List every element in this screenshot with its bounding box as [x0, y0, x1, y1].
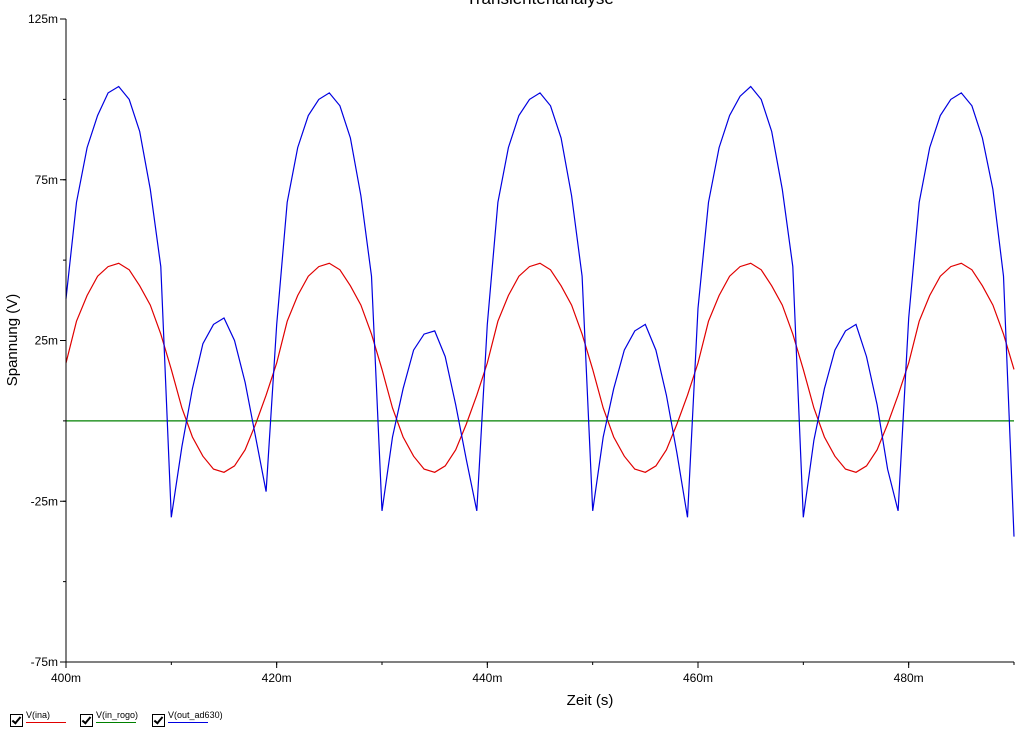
legend-item-2[interactable]: V(out_ad630) [152, 710, 223, 727]
x-tick-label: 480m [894, 671, 924, 685]
x-tick-label: 400m [51, 671, 81, 685]
y-tick-label: 25m [35, 334, 58, 348]
legend-entry: V(out_ad630) [168, 710, 223, 723]
legend-checkbox[interactable] [10, 714, 23, 727]
series-line-2 [65, 85, 1015, 537]
x-axis-title: Zeit (s) [567, 692, 614, 709]
series-line-0 [65, 262, 1015, 473]
x-tick-label: 440m [472, 671, 502, 685]
axes: 125m 75m 25m -25m -75m 400m 420m 440m 460m 480m [28, 12, 1015, 685]
legend-label: V(ina) [26, 710, 51, 720]
legend-swatch [168, 722, 209, 723]
legend-label: V(in_rogo) [96, 710, 139, 720]
chart-title: Transientenanalyse [466, 0, 614, 8]
legend-item-0[interactable]: V(ina) [10, 710, 66, 727]
y-tick-label: -25m [31, 494, 58, 508]
legend-checkbox[interactable] [152, 714, 166, 727]
plot-lines [65, 85, 1015, 537]
legend-entry: V(in_rogo) [96, 710, 138, 723]
y-tick-label: -75m [31, 655, 58, 669]
legend-checkbox[interactable] [80, 714, 93, 727]
legend-item-1[interactable]: V(in_rogo) [80, 710, 138, 727]
x-tick-label: 460m [683, 671, 713, 685]
y-tick-label: 125m [28, 12, 58, 26]
legend: V(ina) V(in_rogo) V(out_ad630) [10, 710, 223, 727]
legend-entry: V(ina) [26, 710, 66, 723]
x-tick-label: 420m [262, 671, 292, 685]
legend-swatch [26, 722, 66, 723]
y-tick-label: 75m [35, 173, 58, 187]
legend-swatch [96, 722, 136, 723]
y-axis-title: Spannung (V) [4, 294, 21, 387]
legend-label: V(out_ad630) [168, 710, 223, 720]
